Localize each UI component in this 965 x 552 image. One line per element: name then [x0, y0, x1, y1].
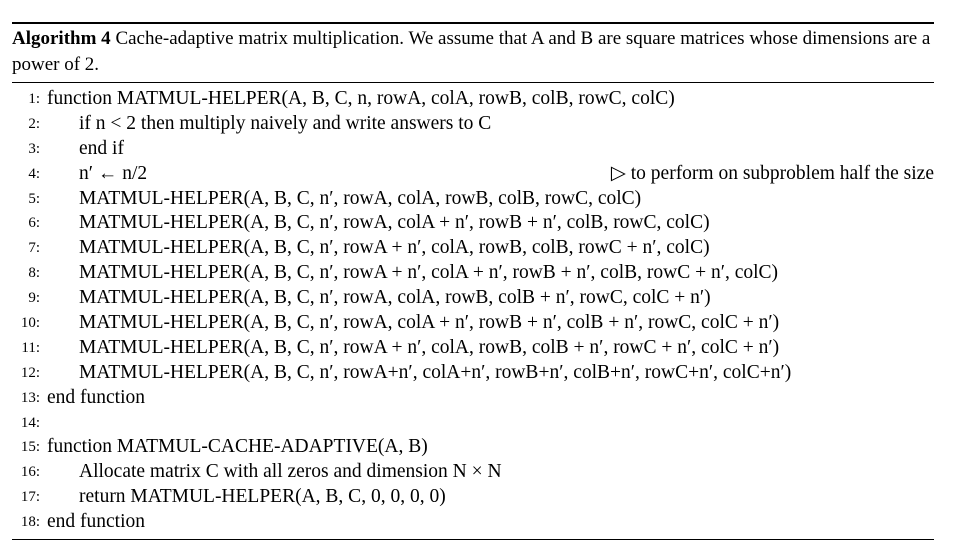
top-rule — [12, 22, 934, 24]
line-number: 2: — [28, 115, 40, 132]
algo-line-17: 17: return MATMUL-HELPER(A, B, C, 0, 0, … — [12, 485, 934, 510]
line-number: 14: — [20, 414, 40, 431]
line-number: 6: — [28, 215, 40, 232]
line-code: return MATMUL-HELPER(A, B, C, 0, 0, 0, 0… — [79, 486, 446, 508]
line-number: 10: — [20, 315, 40, 332]
algorithm-caption: Algorithm 4 Cache-adaptive matrix multip… — [12, 24, 934, 82]
line-number: 15: — [20, 439, 40, 456]
algo-line-7: 7: MATMUL-HELPER(A, B, C, n′, rowA + n′,… — [12, 236, 934, 261]
line-comment: ▷ to perform on subproblem half the size — [610, 162, 934, 184]
algorithm-lines: 1: function MATMUL-HELPER(A, B, C, n, ro… — [12, 83, 934, 537]
line-number: 7: — [28, 240, 40, 257]
algo-line-2: 2: if n < 2 then multiply naively and wr… — [12, 112, 934, 137]
line-code: end if — [79, 137, 124, 159]
line-number: 4: — [28, 165, 40, 182]
line-code: function MATMUL-CACHE-ADAPTIVE(A, B) — [47, 436, 428, 458]
algo-line-13: 13: end function — [12, 386, 934, 411]
line-code: MATMUL-HELPER(A, B, C, n′, rowA + n′, co… — [79, 336, 780, 358]
algorithm-label: Algorithm 4 — [12, 28, 111, 49]
algorithm-caption-text: Cache-adaptive matrix multiplication. We… — [12, 28, 931, 75]
line-code: MATMUL-HELPER(A, B, C, n′, rowA, colA, r… — [79, 287, 711, 309]
line-code: Allocate matrix C with all zeros and dim… — [79, 461, 502, 483]
algo-line-10: 10: MATMUL-HELPER(A, B, C, n′, rowA, col… — [12, 311, 934, 336]
caption-rule — [12, 82, 934, 83]
algorithm-block: Algorithm 4 Cache-adaptive matrix multip… — [12, 22, 934, 541]
line-code: if n < 2 then multiply naively and write… — [79, 112, 492, 134]
line-number: 9: — [28, 290, 40, 307]
algo-line-12: 12: MATMUL-HELPER(A, B, C, n′, rowA+n′, … — [12, 361, 934, 386]
line-number: 17: — [20, 489, 40, 506]
line-number: 5: — [28, 190, 40, 207]
line-number: 8: — [28, 265, 40, 282]
line-number: 1: — [28, 91, 40, 107]
line-code: MATMUL-HELPER(A, B, C, n′, rowA, colA + … — [79, 312, 780, 334]
algo-line-15: 15: function MATMUL-CACHE-ADAPTIVE(A, B) — [12, 435, 934, 460]
line-number: 18: — [20, 514, 40, 531]
algo-line-18: 18: end function — [12, 510, 934, 535]
algo-line-9: 9: MATMUL-HELPER(A, B, C, n′, rowA, colA… — [12, 286, 934, 311]
algo-line-14: 14: — [12, 411, 934, 436]
line-code: end function — [47, 511, 146, 533]
line-number: 3: — [28, 140, 40, 157]
line-code: MATMUL-HELPER(A, B, C, n′, rowA + n′, co… — [79, 237, 710, 259]
algo-line-4: 4: n′ ← n/2 ▷ to perform on subproblem h… — [12, 162, 934, 187]
line-code: MATMUL-HELPER(A, B, C, n′, rowA + n′, co… — [79, 262, 779, 284]
bottom-rule — [12, 539, 934, 541]
algo-line-11: 11: MATMUL-HELPER(A, B, C, n′, rowA + n′… — [12, 336, 934, 361]
line-code: n′ ← n/2 — [79, 162, 148, 184]
line-code: end function — [47, 386, 146, 408]
algo-line-1: 1: function MATMUL-HELPER(A, B, C, n, ro… — [12, 87, 934, 112]
algo-line-3: 3: end if — [12, 137, 934, 162]
line-number: 11: — [21, 339, 40, 356]
line-code: MATMUL-HELPER(A, B, C, n′, rowA+n′, colA… — [79, 361, 792, 383]
algo-line-8: 8: MATMUL-HELPER(A, B, C, n′, rowA + n′,… — [12, 261, 934, 286]
line-number: 12: — [20, 364, 40, 381]
line-code: function MATMUL-HELPER(A, B, C, n, rowA,… — [47, 88, 675, 109]
algo-line-16: 16: Allocate matrix C with all zeros and… — [12, 460, 934, 485]
line-code: MATMUL-HELPER(A, B, C, n′, rowA, colA, r… — [79, 187, 642, 209]
algo-line-5: 5: MATMUL-HELPER(A, B, C, n′, rowA, colA… — [12, 187, 934, 212]
line-code: MATMUL-HELPER(A, B, C, n′, rowA, colA + … — [79, 212, 710, 234]
line-number: 16: — [20, 464, 40, 481]
algo-line-6: 6: MATMUL-HELPER(A, B, C, n′, rowA, colA… — [12, 211, 934, 236]
line-number: 13: — [20, 389, 40, 406]
